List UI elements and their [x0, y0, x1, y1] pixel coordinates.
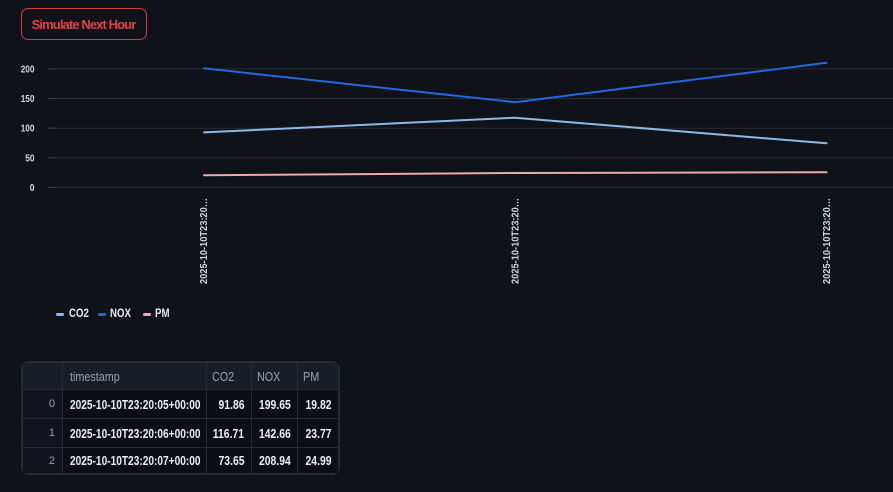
svg-text:0: 0: [30, 183, 35, 194]
svg-text:2025-10-10T23:20…: 2025-10-10T23:20…: [822, 198, 833, 284]
svg-text:150: 150: [21, 94, 35, 105]
svg-text:2025-10-10T23:20…: 2025-10-10T23:20…: [511, 198, 522, 284]
svg-text:50: 50: [25, 153, 35, 164]
svg-text:2025-10-10T23:20…: 2025-10-10T23:20…: [199, 198, 210, 284]
svg-text:200: 200: [21, 64, 35, 75]
svg-text:100: 100: [21, 124, 35, 135]
